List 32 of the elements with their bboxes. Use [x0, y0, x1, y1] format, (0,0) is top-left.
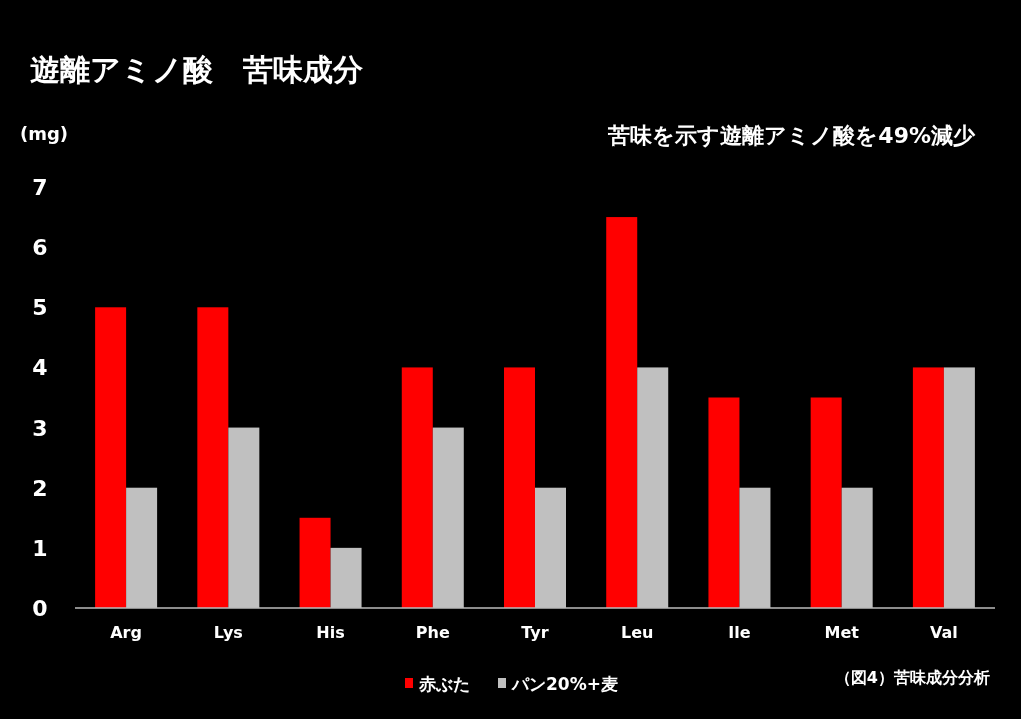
legend-label: 赤ぶた [418, 674, 470, 694]
bar [810, 397, 842, 608]
x-tick-label: Tyr [521, 623, 549, 642]
x-tick-label: Leu [621, 623, 654, 642]
bar [606, 217, 638, 608]
bar [708, 397, 740, 608]
x-tick-label: Met [824, 623, 860, 642]
x-tick-label: Lys [213, 623, 243, 642]
y-tick-label: 7 [32, 175, 48, 200]
chart-title: 遊離アミノ酸 苦味成分 [30, 52, 363, 87]
legend-label: パン20%+麦 [511, 674, 618, 694]
chart-subtitle: 苦味を示す遊離アミノ酸を49%減少 [607, 123, 976, 148]
bar [912, 367, 944, 608]
y-tick-label: 6 [32, 235, 48, 261]
y-axis-title: (mg) [20, 123, 69, 144]
y-tick-label: 5 [32, 295, 48, 321]
x-tick-label: Val [929, 623, 958, 642]
text: （図4）苦味成分分析 [834, 668, 990, 687]
x-tick-label: Arg [110, 623, 142, 642]
bar [504, 367, 535, 608]
y-tick-label: 4 [32, 355, 48, 381]
bar [197, 307, 229, 608]
y-tick-label: 3 [32, 415, 48, 441]
y-tick-label: 0 [32, 596, 48, 621]
x-tick-label: Ile [728, 623, 751, 642]
bar [95, 307, 127, 608]
bar [401, 367, 433, 608]
y-tick-label: 2 [32, 475, 48, 501]
x-tick-label: His [316, 623, 345, 642]
bar [299, 517, 331, 608]
x-tick-label: Phe [415, 623, 450, 642]
y-tick-label: 1 [32, 535, 48, 561]
